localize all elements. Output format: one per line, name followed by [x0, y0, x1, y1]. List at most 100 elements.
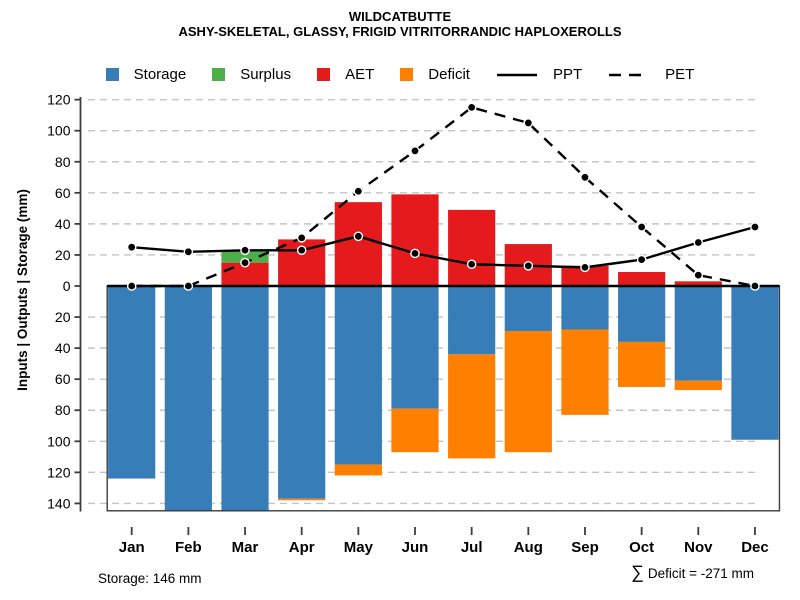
storage-bar-nov [674, 286, 722, 381]
y-tick-label: 20 [55, 247, 71, 263]
ppt-point-jul [466, 259, 477, 270]
month-label-sep: Sep [571, 539, 599, 556]
deficit-color-swatch [400, 68, 414, 81]
deficit-bar-apr [278, 498, 326, 501]
month-label-feb: Feb [175, 539, 202, 556]
y-tick-label: 20 [55, 309, 71, 325]
storage-color-swatch [105, 68, 119, 81]
deficit-total-label: ∑ Deficit = -271 mm [631, 562, 754, 584]
chart-subtitle: ASHY-SKELETAL, GLASSY, FRIGID VITRITORRA… [178, 24, 622, 40]
ppt-point-sep [580, 262, 590, 273]
ppt-point-aug [523, 261, 534, 271]
storage-bar-may [334, 286, 382, 465]
month-label-aug: Aug [514, 539, 543, 556]
y-tick-label: 100 [47, 123, 71, 139]
storage-bar-sep [561, 286, 609, 330]
storage-bar-mar [221, 286, 269, 512]
y-tick-label: 0 [63, 278, 71, 294]
y-tick-label: 80 [55, 154, 71, 170]
ppt-point-feb [183, 247, 194, 257]
pet-point-nov [693, 270, 704, 280]
month-label-mar: Mar [232, 539, 259, 556]
legend-item-pet: PET [608, 66, 694, 83]
month-label-may: May [344, 539, 374, 556]
legend-item-aet: AET [317, 66, 374, 83]
aet-bar-nov [674, 281, 722, 286]
pet-point-may [353, 186, 364, 197]
pet-point-oct [636, 222, 647, 232]
deficit-bar-jun [391, 408, 439, 453]
month-label-oct: Oct [629, 539, 654, 556]
legend-label-aet: AET [345, 66, 375, 83]
storage-bar-jun [391, 286, 439, 409]
legend-item-surplus: Surplus [212, 66, 291, 83]
deficit-bar-oct [618, 341, 666, 387]
deficit-bar-may [334, 464, 382, 476]
legend-item-ppt: PPT [496, 66, 582, 83]
pet-point-sep [580, 172, 590, 183]
storage-bar-jan [108, 286, 156, 479]
legend-label-pet: PET [665, 66, 695, 83]
y-tick-label: 60 [55, 185, 71, 201]
surplus-color-swatch [212, 68, 226, 81]
ppt-point-dec [750, 222, 760, 232]
storage-bar-dec [731, 286, 779, 440]
legend-label-storage: Storage [133, 66, 187, 83]
legend-item-deficit: Deficit [400, 66, 470, 83]
ppt-point-jun [410, 248, 420, 259]
deficit-bar-sep [561, 329, 609, 415]
y-axis-title: Inputs | Outputs | Storage (mm) [15, 189, 30, 391]
storage-bar-oct [618, 286, 666, 342]
aet-bar-oct [618, 272, 666, 286]
month-label-jul: Jul [461, 539, 483, 556]
pet-point-mar [240, 257, 250, 268]
legend-label-surplus: Surplus [240, 66, 292, 83]
aet-bar-jul [448, 209, 496, 286]
storage-bar-aug [504, 286, 552, 332]
ppt-point-apr [296, 245, 307, 256]
ppt-point-mar [240, 245, 250, 256]
surplus-bar-mar [221, 250, 269, 263]
y-tick-label: 80 [55, 402, 71, 418]
pet-point-apr [296, 233, 307, 243]
pet-point-jul [466, 102, 477, 113]
legend-label-deficit: Deficit [428, 66, 470, 83]
ppt-line [131, 225, 756, 269]
pet-point-feb [183, 281, 194, 291]
storage-bar-jul [448, 286, 496, 355]
y-tick-label: 120 [47, 92, 71, 108]
chart-title: WILDCATBUTTE [348, 9, 452, 24]
pet-point-jan [126, 281, 137, 291]
storage-bar-apr [278, 286, 326, 499]
storage-total-label: Storage: 146 mm [98, 571, 202, 586]
y-tick-label: 140 [47, 495, 71, 511]
ppt-point-oct [636, 254, 647, 265]
pet-point-dec [750, 281, 760, 291]
aet-bar-jun [391, 194, 439, 286]
pet-line-swatch [609, 73, 650, 76]
legend-label-ppt: PPT [552, 66, 583, 83]
aet-bar-may [334, 202, 382, 286]
y-tick-label: 120 [47, 464, 71, 480]
month-label-jun: Jun [402, 539, 429, 556]
month-label-dec: Dec [741, 539, 769, 556]
legend-item-storage: Storage [105, 66, 187, 83]
deficit-total-text: Deficit = -271 mm [647, 566, 754, 581]
month-label-apr: Apr [289, 539, 315, 556]
ppt-point-jan [126, 242, 137, 252]
storage-bar-feb [164, 286, 212, 512]
pet-point-jun [410, 146, 420, 156]
deficit-bar-aug [504, 331, 552, 453]
title-block: WILDCATBUTTE ASHY-SKELETAL, GLASSY, FRIG… [0, 9, 800, 40]
chart-legend: Storage Surplus AET Deficit PPT PET [0, 66, 800, 83]
ppt-line-swatch [496, 73, 537, 76]
month-label-nov: Nov [684, 539, 713, 556]
y-tick-label: 100 [47, 433, 71, 449]
month-label-jan: Jan [119, 539, 145, 556]
aet-color-swatch [317, 68, 331, 81]
y-tick-label: 60 [55, 371, 71, 387]
y-tick-label: 40 [55, 340, 71, 356]
ppt-point-may [353, 231, 364, 242]
